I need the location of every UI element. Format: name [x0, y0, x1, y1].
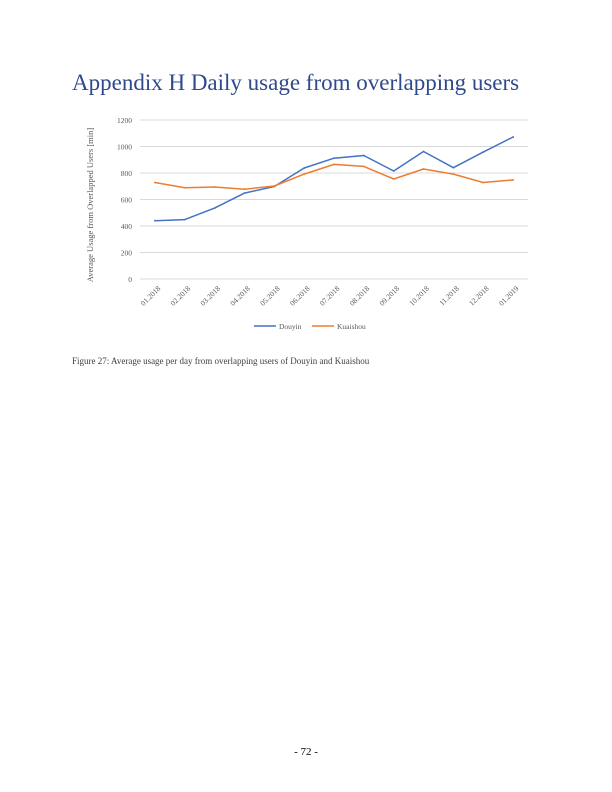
y-tick-label: 1000	[117, 143, 132, 152]
series-line-kuaishou	[154, 163, 514, 190]
data-point-douyin	[333, 157, 335, 160]
data-point-kuaishou	[422, 168, 425, 170]
appendix-heading: Appendix H Daily usage from overlapping …	[72, 70, 520, 95]
x-tick-label: 05.2018	[258, 284, 282, 308]
data-point-douyin	[183, 218, 186, 221]
y-tick-label: 1200	[117, 116, 132, 125]
x-tick-label: 04.2018	[228, 284, 252, 308]
y-tick-label: 600	[121, 196, 133, 205]
data-point-douyin	[422, 150, 425, 153]
x-tick-label: 02.2018	[169, 284, 193, 308]
data-point-kuaishou	[482, 181, 485, 184]
x-tick-label: 10.2018	[407, 284, 431, 308]
y-tick-label: 800	[121, 169, 133, 178]
data-point-douyin	[154, 219, 156, 222]
data-point-kuaishou	[512, 179, 514, 181]
x-axis-ticks: 01.2018 02.2018 03.2018 04.2018 05.2018 06.20…	[139, 284, 521, 308]
figure-caption: Figure 27: Average usage per day from ov…	[72, 356, 370, 366]
data-point-douyin	[512, 136, 514, 138]
x-tick-label: 01.2019	[497, 284, 521, 308]
x-tick-label: 01.2018	[139, 284, 163, 308]
x-tick-label: 08.2018	[348, 284, 372, 308]
x-tick-label: 03.2018	[198, 284, 222, 308]
y-tick-label: 400	[121, 222, 133, 231]
x-tick-label: 07.2018	[318, 284, 342, 308]
y-axis-ticks: 0 200 400 600 800 1000 1200	[117, 116, 132, 284]
data-point-douyin	[213, 207, 216, 209]
data-point-kuaishou	[333, 163, 335, 166]
data-point-kuaishou	[392, 178, 395, 180]
data-point-kuaishou	[154, 181, 156, 184]
data-point-douyin	[303, 167, 306, 169]
data-point-douyin	[482, 151, 485, 153]
y-tick-label: 0	[128, 275, 132, 284]
y-tick-label: 200	[121, 249, 133, 258]
data-point-kuaishou	[273, 185, 276, 187]
data-point-kuaishou	[183, 186, 186, 189]
legend-label-kuaishou: Kuaishou	[337, 322, 366, 331]
series-lines	[154, 136, 514, 222]
series-line-douyin	[154, 136, 514, 222]
legend-label-douyin: Douyin	[279, 322, 302, 331]
data-point-douyin	[452, 166, 455, 169]
data-point-kuaishou	[303, 173, 306, 175]
data-point-kuaishou	[452, 173, 455, 175]
data-point-kuaishou	[362, 165, 365, 168]
data-point-kuaishou	[243, 188, 246, 191]
x-tick-label: 09.2018	[378, 284, 402, 308]
gridlines	[140, 119, 528, 280]
data-point-douyin	[392, 170, 395, 172]
legend: Douyin Kuaishou	[254, 322, 366, 331]
line-chart: 0 200 400 600 800 1000 1200 01.2018 02.2018 03.2…	[85, 116, 528, 331]
page-number: - 72 -	[294, 746, 318, 758]
x-tick-label: 12.2018	[467, 284, 491, 308]
data-point-douyin	[362, 154, 365, 157]
y-axis-label: Average Usage from Overlapped Users [min…	[85, 128, 95, 283]
x-tick-label: 06.2018	[288, 284, 312, 308]
data-point-kuaishou	[213, 186, 216, 188]
data-point-douyin	[243, 192, 246, 194]
x-tick-label: 11.2018	[437, 284, 461, 308]
